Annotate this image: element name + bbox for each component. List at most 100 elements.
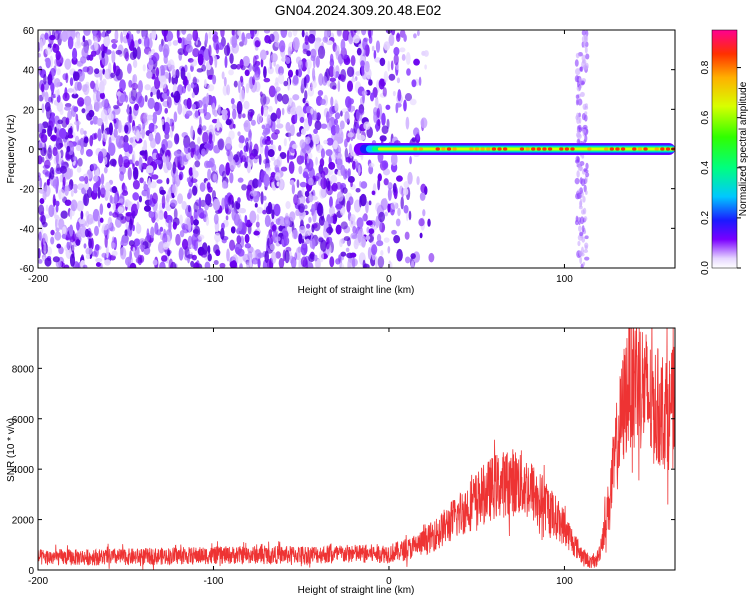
noise-blob xyxy=(163,48,169,59)
noise-blob xyxy=(375,215,380,229)
noise-blob xyxy=(76,200,84,212)
noise-blob xyxy=(80,210,84,220)
noise-blob xyxy=(379,135,387,142)
spectrogram-image xyxy=(38,30,675,268)
noise-blob xyxy=(99,92,105,100)
noise-blob xyxy=(105,189,110,198)
noise-blob xyxy=(260,105,264,117)
noise-blob xyxy=(93,37,99,51)
noise-blob xyxy=(368,228,375,235)
noise-blob xyxy=(119,143,122,149)
noise-blob xyxy=(314,120,322,131)
noise-blob xyxy=(319,250,324,263)
noise-blob xyxy=(45,57,51,69)
noise-blob xyxy=(202,131,209,145)
streak-blob xyxy=(575,215,579,223)
noise-blob xyxy=(229,239,236,251)
noise-blob xyxy=(113,118,117,124)
noise-blob xyxy=(350,252,357,258)
noise-blob xyxy=(148,51,152,59)
noise-blob xyxy=(125,211,133,217)
noise-blob xyxy=(59,174,63,183)
band-peak xyxy=(637,147,643,151)
noise-blob xyxy=(187,83,191,92)
noise-blob xyxy=(205,216,210,227)
noise-blob xyxy=(292,75,299,85)
noise-blob xyxy=(70,199,78,212)
noise-blob xyxy=(221,197,225,210)
noise-blob xyxy=(191,254,197,261)
noise-blob xyxy=(155,153,163,160)
noise-blob xyxy=(403,181,410,189)
noise-blob xyxy=(368,79,373,86)
noise-blob xyxy=(152,52,160,62)
noise-blob xyxy=(190,215,194,226)
noise-blob xyxy=(181,30,187,35)
noise-blob xyxy=(404,231,410,240)
x-tick-label: -100 xyxy=(203,274,223,285)
noise-blob xyxy=(57,119,64,125)
noise-blob xyxy=(403,204,409,214)
noise-blob xyxy=(384,211,389,217)
noise-blob xyxy=(335,124,340,134)
colorbar-ticks: 0.0 0.2 0.4 0.6 0.8 xyxy=(700,60,741,275)
noise-blob xyxy=(137,254,143,266)
noise-blob xyxy=(259,49,267,61)
noise-blob xyxy=(143,112,149,126)
noise-blob xyxy=(226,149,230,157)
noise-blob xyxy=(44,257,52,267)
noise-blob xyxy=(419,192,426,201)
noise-blob xyxy=(221,170,227,180)
noise-blob xyxy=(206,161,214,168)
noise-blob xyxy=(146,187,150,199)
noise-blob xyxy=(263,77,271,83)
noise-blob xyxy=(422,209,426,217)
noise-blob xyxy=(55,204,59,213)
noise-blob xyxy=(242,36,248,46)
noise-blob xyxy=(63,264,70,268)
noise-blob xyxy=(301,155,305,164)
noise-blob xyxy=(271,209,275,220)
noise-blob xyxy=(40,147,47,157)
noise-blob xyxy=(132,192,140,201)
noise-blob xyxy=(67,134,74,139)
noise-blob xyxy=(118,154,124,168)
noise-blob xyxy=(249,152,255,160)
noise-blob xyxy=(320,148,325,159)
noise-blob xyxy=(45,204,49,212)
noise-blob xyxy=(147,97,155,110)
noise-blob xyxy=(71,93,79,99)
noise-blob xyxy=(173,111,178,123)
noise-blob xyxy=(283,80,289,87)
noise-blob xyxy=(185,110,193,117)
noise-blob xyxy=(42,121,49,129)
noise-blob xyxy=(347,168,351,178)
noise-blob xyxy=(275,236,281,242)
noise-blob xyxy=(126,63,132,74)
noise-blob xyxy=(374,98,379,109)
noise-blob xyxy=(124,199,131,208)
noise-blob xyxy=(204,261,211,268)
noise-blob xyxy=(155,159,162,165)
noise-blob xyxy=(320,239,327,252)
noise-blob xyxy=(377,173,382,182)
noise-blob xyxy=(245,141,249,152)
noise-blob xyxy=(83,243,87,249)
noise-blob xyxy=(397,89,402,102)
noise-blob xyxy=(167,40,172,47)
noise-blob xyxy=(131,203,139,217)
noise-blob xyxy=(52,256,60,263)
noise-blob xyxy=(52,179,59,189)
noise-blob xyxy=(216,118,220,132)
noise-blob xyxy=(119,94,126,103)
noise-blob xyxy=(188,188,193,199)
noise-blob xyxy=(257,178,262,188)
noise-blob xyxy=(165,30,174,42)
noise-blob xyxy=(269,243,276,251)
noise-blob xyxy=(197,234,205,240)
noise-blob xyxy=(286,150,290,164)
noise-blob xyxy=(152,259,158,266)
noise-blob xyxy=(99,102,103,109)
noise-blob xyxy=(423,50,429,57)
noise-blob xyxy=(185,36,193,42)
